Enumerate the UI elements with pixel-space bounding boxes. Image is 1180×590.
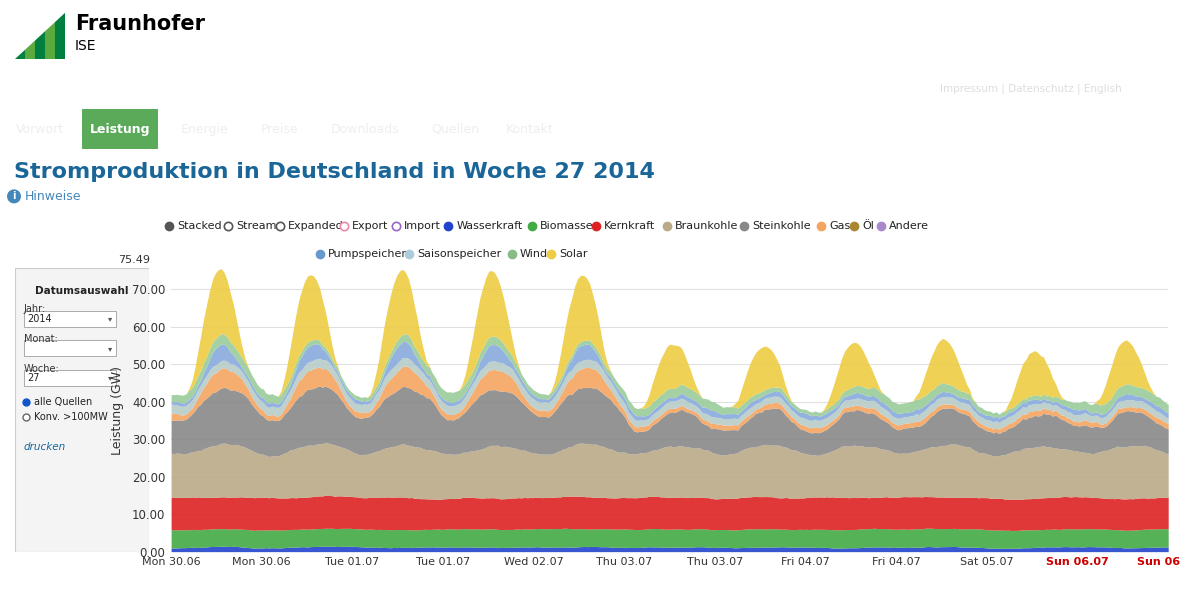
Text: Saisonspeicher: Saisonspeicher	[418, 250, 502, 260]
Text: Wind: Wind	[519, 250, 548, 260]
Text: Andere: Andere	[890, 221, 929, 231]
Y-axis label: Leistung (GW): Leistung (GW)	[111, 366, 124, 454]
Text: Öl: Öl	[863, 221, 874, 231]
Text: Stromproduktion in Deutschland in Woche 27 2014: Stromproduktion in Deutschland in Woche …	[14, 162, 655, 182]
Text: Biomasse: Biomasse	[539, 221, 594, 231]
Text: Preise: Preise	[261, 123, 299, 136]
Text: Jahr:: Jahr:	[24, 304, 46, 314]
Bar	[24, 369, 116, 386]
Text: Woche:: Woche:	[24, 363, 59, 373]
Text: Stream: Stream	[236, 221, 276, 231]
Text: Pumpspeicher: Pumpspeicher	[328, 250, 407, 260]
Text: Vorwort: Vorwort	[17, 123, 64, 136]
Text: Kernkraft: Kernkraft	[604, 221, 655, 231]
Text: Gas: Gas	[830, 221, 851, 231]
Text: Konv. >100MW: Konv. >100MW	[34, 412, 107, 422]
Polygon shape	[35, 11, 45, 59]
Text: Braunkohle: Braunkohle	[675, 221, 739, 231]
Text: ▾: ▾	[107, 314, 112, 323]
Text: Import: Import	[405, 221, 441, 231]
Text: 2014: 2014	[27, 314, 52, 324]
Text: Wasserkraft: Wasserkraft	[457, 221, 523, 231]
Text: drucken: drucken	[24, 442, 66, 453]
Text: Monat:: Monat:	[24, 334, 58, 344]
Text: Energie: Energie	[182, 123, 229, 136]
Bar	[15, 11, 67, 59]
Text: Expanded: Expanded	[288, 221, 343, 231]
Text: Datumsauswahl: Datumsauswahl	[35, 286, 129, 296]
Text: ENERGY CHARTS: ENERGY CHARTS	[12, 81, 155, 97]
Text: Downloads: Downloads	[330, 123, 399, 136]
Polygon shape	[25, 11, 35, 59]
Bar	[81, 109, 158, 149]
Text: Fraunhofer: Fraunhofer	[76, 14, 205, 34]
Bar	[24, 311, 116, 327]
Polygon shape	[45, 11, 55, 59]
Text: alle Quellen: alle Quellen	[34, 397, 92, 407]
Text: Quellen: Quellen	[431, 123, 479, 136]
Text: Leistung: Leistung	[90, 123, 150, 136]
Text: Steinkohle: Steinkohle	[752, 221, 811, 231]
Text: ISE: ISE	[76, 38, 97, 53]
Text: Solar: Solar	[559, 250, 588, 260]
Text: Hinweise: Hinweise	[25, 190, 81, 203]
Text: 75.49: 75.49	[118, 255, 150, 265]
Text: Stacked: Stacked	[177, 221, 222, 231]
Text: Impressum | Datenschutz | English: Impressum | Datenschutz | English	[940, 84, 1122, 94]
Text: ▾: ▾	[107, 373, 112, 382]
Text: Export: Export	[353, 221, 388, 231]
Bar	[24, 340, 116, 356]
Text: ▾: ▾	[107, 344, 112, 353]
Polygon shape	[15, 11, 25, 59]
Polygon shape	[15, 11, 67, 59]
Polygon shape	[55, 11, 65, 59]
Circle shape	[7, 189, 21, 204]
Text: 27: 27	[27, 373, 40, 383]
Text: Kontakt: Kontakt	[506, 123, 553, 136]
Text: i: i	[12, 191, 15, 201]
